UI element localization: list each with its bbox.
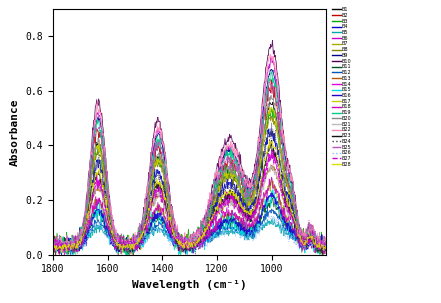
X-axis label: Wavelength (cm⁻¹): Wavelength (cm⁻¹)	[132, 280, 247, 290]
Y-axis label: Absorbance: Absorbance	[10, 98, 20, 165]
Legend: B1, B2, B3, B4, B5, B6, B7, B8, B9, B10, B11, B12, B13, B14, B15, B16, B17, B18,: B1, B2, B3, B4, B5, B6, B7, B8, B9, B10,…	[332, 7, 352, 167]
